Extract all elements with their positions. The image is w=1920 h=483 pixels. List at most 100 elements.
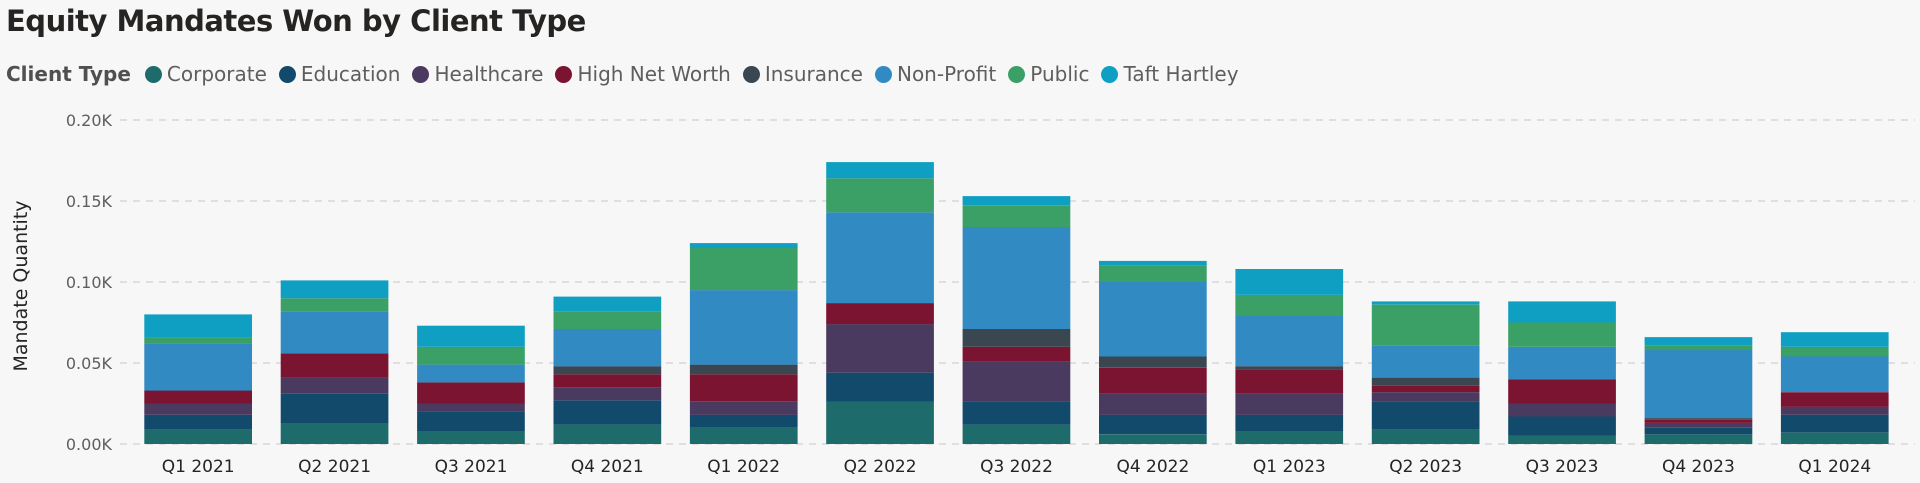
bar-segment <box>553 366 662 375</box>
bar-segment <box>1644 422 1753 428</box>
bar-segment <box>144 414 252 430</box>
legend-dot-icon <box>144 65 162 83</box>
legend-dot-icon <box>1101 65 1119 83</box>
bar-segment <box>826 324 934 373</box>
chart-title: Equity Mandates Won by Client Type <box>6 4 586 38</box>
bar-segment <box>553 424 662 444</box>
bar-segment <box>1371 304 1480 346</box>
x-tick-label: Q4 2021 <box>571 457 644 477</box>
legend-label: Non-Profit <box>896 62 997 86</box>
bar-segment <box>1508 301 1616 323</box>
bar-segment <box>689 414 798 428</box>
bar-segment <box>280 393 389 423</box>
legend-item-non-profit[interactable]: Non-Profit <box>874 62 997 86</box>
x-tick-label: Q3 2022 <box>980 457 1053 477</box>
legend-label: Insurance <box>764 62 863 86</box>
bar-segment <box>1371 392 1480 402</box>
bar-segment <box>826 372 934 402</box>
bar-segment <box>1235 295 1344 317</box>
bar-segment <box>1780 406 1889 415</box>
y-tick-label: 0.20K <box>66 111 113 130</box>
legend-item-healthcare[interactable]: Healthcare <box>412 62 543 86</box>
x-tick-label: Q2 2021 <box>298 457 371 477</box>
bar-segment <box>1508 322 1616 347</box>
x-tick-label: Q1 2021 <box>162 457 235 477</box>
bar-segment <box>1235 369 1344 394</box>
bar-segment <box>1644 418 1753 420</box>
bar-segment <box>1371 377 1480 386</box>
legend-label: Education <box>300 62 401 86</box>
bar-segment <box>1644 419 1753 423</box>
legend-dot-icon <box>278 65 296 83</box>
bar-segment <box>1508 416 1616 436</box>
bar-segment <box>1508 379 1616 404</box>
bar-segment <box>417 403 525 412</box>
bar-segment <box>962 329 1071 347</box>
y-axis-title: Mandate Quantity <box>10 200 32 371</box>
bar-segment <box>1235 316 1344 367</box>
bar-segment <box>144 429 252 444</box>
bar-segment <box>962 205 1071 227</box>
legend-item-education[interactable]: Education <box>278 62 401 86</box>
bar-segment <box>144 343 252 391</box>
y-tick-label: 0.10K <box>66 273 113 292</box>
bar-segment <box>280 422 389 444</box>
bar-segment <box>1099 282 1207 357</box>
bar-segment <box>689 401 798 415</box>
bar-segment <box>144 390 252 404</box>
bar-segment <box>1099 434 1207 444</box>
x-tick-label: Q4 2023 <box>1662 457 1735 477</box>
bar-segment <box>1371 345 1480 378</box>
x-tick-label: Q1 2024 <box>1798 457 1871 477</box>
bar-segment <box>1780 356 1889 393</box>
bar-segment <box>417 411 525 431</box>
bar-segment <box>689 243 798 248</box>
legend-item-taft-hartley[interactable]: Taft Hartley <box>1101 62 1239 86</box>
legend-item-public[interactable]: Public <box>1008 62 1089 86</box>
bar-segment <box>1235 393 1344 415</box>
legend-dot-icon <box>874 65 892 83</box>
bar-segment <box>1099 356 1207 368</box>
bar-segment <box>1644 345 1753 351</box>
legend-dot-icon <box>412 65 430 83</box>
bar-segment <box>553 400 662 425</box>
y-tick-label: 0.00K <box>66 435 113 454</box>
bar-segment <box>689 290 798 365</box>
bar-segment <box>1508 435 1616 444</box>
bar-segment <box>417 346 525 365</box>
bar-segment <box>1099 265 1207 282</box>
legend: Client Type Corporate Education Healthcare… <box>6 62 1239 86</box>
bar-segment <box>144 403 252 415</box>
bar-segment <box>1644 337 1753 346</box>
bar-segment <box>826 212 934 303</box>
legend-dot-icon <box>555 65 573 83</box>
bar-segment <box>1371 429 1480 444</box>
legend-item-insurance[interactable]: Insurance <box>742 62 863 86</box>
bar-segment <box>1371 385 1480 393</box>
bar-segment <box>689 374 798 402</box>
bar-segment <box>1371 301 1480 305</box>
bar-segment <box>1099 414 1207 435</box>
x-tick-label: Q3 2023 <box>1526 457 1599 477</box>
bar-segment <box>553 374 662 388</box>
bar-segment <box>826 401 934 444</box>
bar-segment <box>1780 346 1889 357</box>
legend-label: High Net Worth <box>577 62 731 86</box>
bar-segment <box>1099 260 1207 266</box>
legend-title: Client Type <box>6 62 131 86</box>
legend-item-high-net-worth[interactable]: High Net Worth <box>555 62 731 86</box>
bar-segment <box>280 298 389 312</box>
bar-segment <box>962 424 1071 444</box>
bar-segment <box>962 361 1071 402</box>
bar-segment <box>1371 401 1480 430</box>
x-tick-label: Q1 2023 <box>1253 457 1326 477</box>
bar-segment <box>962 226 1071 329</box>
bar-segment <box>1235 269 1344 295</box>
bar-segment <box>1235 366 1344 370</box>
y-tick-label: 0.15K <box>66 192 113 211</box>
bar-segment <box>1508 346 1616 380</box>
x-tick-label: Q1 2022 <box>707 457 780 477</box>
bar-segment <box>1644 427 1753 435</box>
bar-segment <box>553 311 662 329</box>
legend-item-corporate[interactable]: Corporate <box>144 62 267 86</box>
